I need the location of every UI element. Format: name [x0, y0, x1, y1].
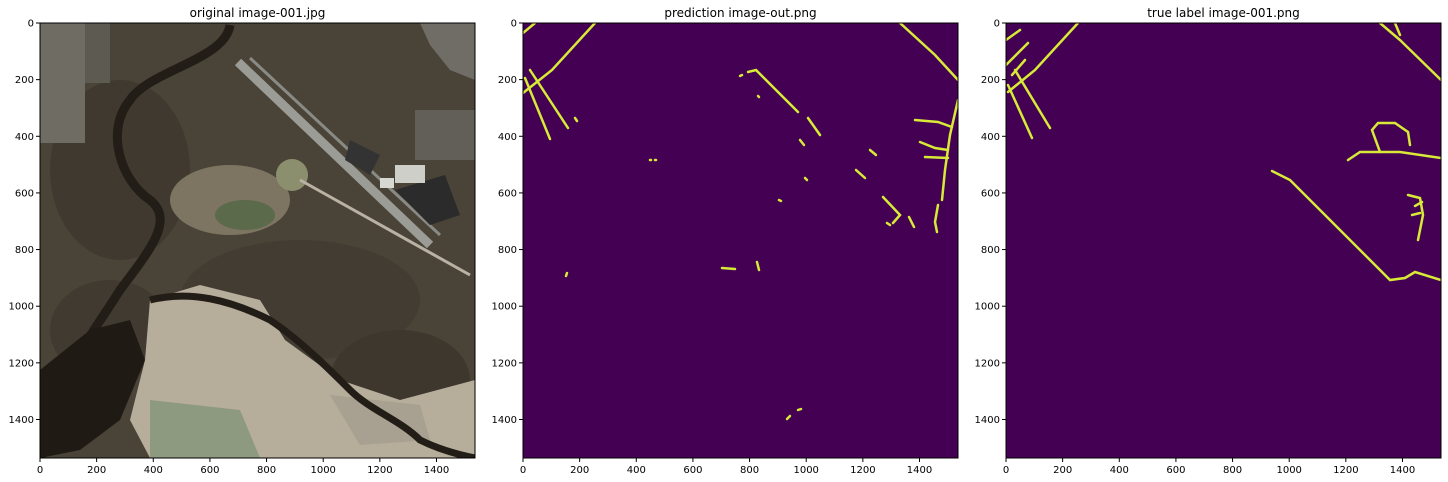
- panel-title: original image-001.jpg: [190, 6, 326, 20]
- y-tick-label: 1400: [9, 415, 34, 426]
- x-tick-label: 1200: [367, 465, 392, 476]
- y-tick-label: 1400: [492, 415, 517, 426]
- x-tick-label: 1400: [1390, 465, 1415, 476]
- y-tick-label: 600: [15, 188, 34, 199]
- x-tick-label: 600: [200, 465, 219, 476]
- x-tick-label: 800: [257, 465, 276, 476]
- aerial-image: [40, 23, 475, 458]
- x-tick-label: 1000: [1276, 465, 1301, 476]
- y-tick-label: 0: [994, 19, 1000, 30]
- x-tick-label: 1200: [1333, 465, 1358, 476]
- x-tick-label: 1400: [424, 465, 449, 476]
- panel-true-label: true label image-001.png 0 200 400 60: [975, 6, 1442, 476]
- x-tick-label: 400: [144, 465, 163, 476]
- y-tick-label: 1200: [9, 358, 34, 369]
- x-tick-label: 600: [1166, 465, 1185, 476]
- panel-prediction: prediction image-out.png: [492, 6, 959, 476]
- y-tick-label: 400: [498, 132, 517, 143]
- x-axis: 0 200 400 600 800 1000 1200 1400: [520, 458, 932, 476]
- x-axis: 0 200 400 600 800 1000 1200 1400: [37, 458, 449, 476]
- y-tick-label: 1000: [9, 302, 34, 313]
- x-tick-label: 0: [520, 465, 526, 476]
- x-tick-label: 200: [570, 465, 589, 476]
- x-tick-label: 1000: [793, 465, 818, 476]
- y-tick-label: 0: [28, 19, 34, 30]
- x-tick-label: 200: [1053, 465, 1072, 476]
- x-tick-label: 1000: [310, 465, 335, 476]
- y-axis: 0 200 400 600 800 1000 1200 1400: [9, 19, 40, 426]
- true-label-mask: [1006, 23, 1441, 458]
- x-tick-label: 1200: [850, 465, 875, 476]
- x-axis: 0 200 400 600 800 1000 1200 1400: [1003, 458, 1415, 476]
- y-tick-label: 0: [511, 19, 517, 30]
- y-tick-label: 800: [981, 245, 1000, 256]
- y-tick-label: 600: [498, 188, 517, 199]
- y-tick-label: 1400: [975, 415, 1000, 426]
- x-tick-label: 400: [1110, 465, 1129, 476]
- y-tick-label: 1200: [975, 358, 1000, 369]
- x-tick-label: 0: [37, 465, 43, 476]
- y-tick-label: 1000: [492, 302, 517, 313]
- x-tick-label: 600: [683, 465, 702, 476]
- panel-title: prediction image-out.png: [664, 6, 816, 20]
- x-tick-label: 200: [87, 465, 106, 476]
- y-tick-label: 200: [981, 75, 1000, 86]
- y-tick-label: 600: [981, 188, 1000, 199]
- x-tick-label: 1400: [907, 465, 932, 476]
- y-tick-label: 800: [498, 245, 517, 256]
- panel-title: true label image-001.png: [1147, 6, 1300, 20]
- y-axis: 0 200 400 600 800 1000 1200 1400: [492, 19, 523, 426]
- y-tick-label: 1200: [492, 358, 517, 369]
- y-axis: 0 200 400 600 800 1000 1200 1400: [975, 19, 1006, 426]
- y-tick-label: 1000: [975, 302, 1000, 313]
- x-tick-label: 800: [740, 465, 759, 476]
- y-tick-label: 800: [15, 245, 34, 256]
- prediction-mask: [523, 23, 958, 458]
- y-tick-label: 400: [15, 132, 34, 143]
- x-tick-label: 0: [1003, 465, 1009, 476]
- panel-original: original image-001.jpg: [9, 6, 476, 476]
- x-tick-label: 800: [1223, 465, 1242, 476]
- y-tick-label: 400: [981, 132, 1000, 143]
- y-tick-label: 200: [498, 75, 517, 86]
- y-tick-label: 200: [15, 75, 34, 86]
- x-tick-label: 400: [627, 465, 646, 476]
